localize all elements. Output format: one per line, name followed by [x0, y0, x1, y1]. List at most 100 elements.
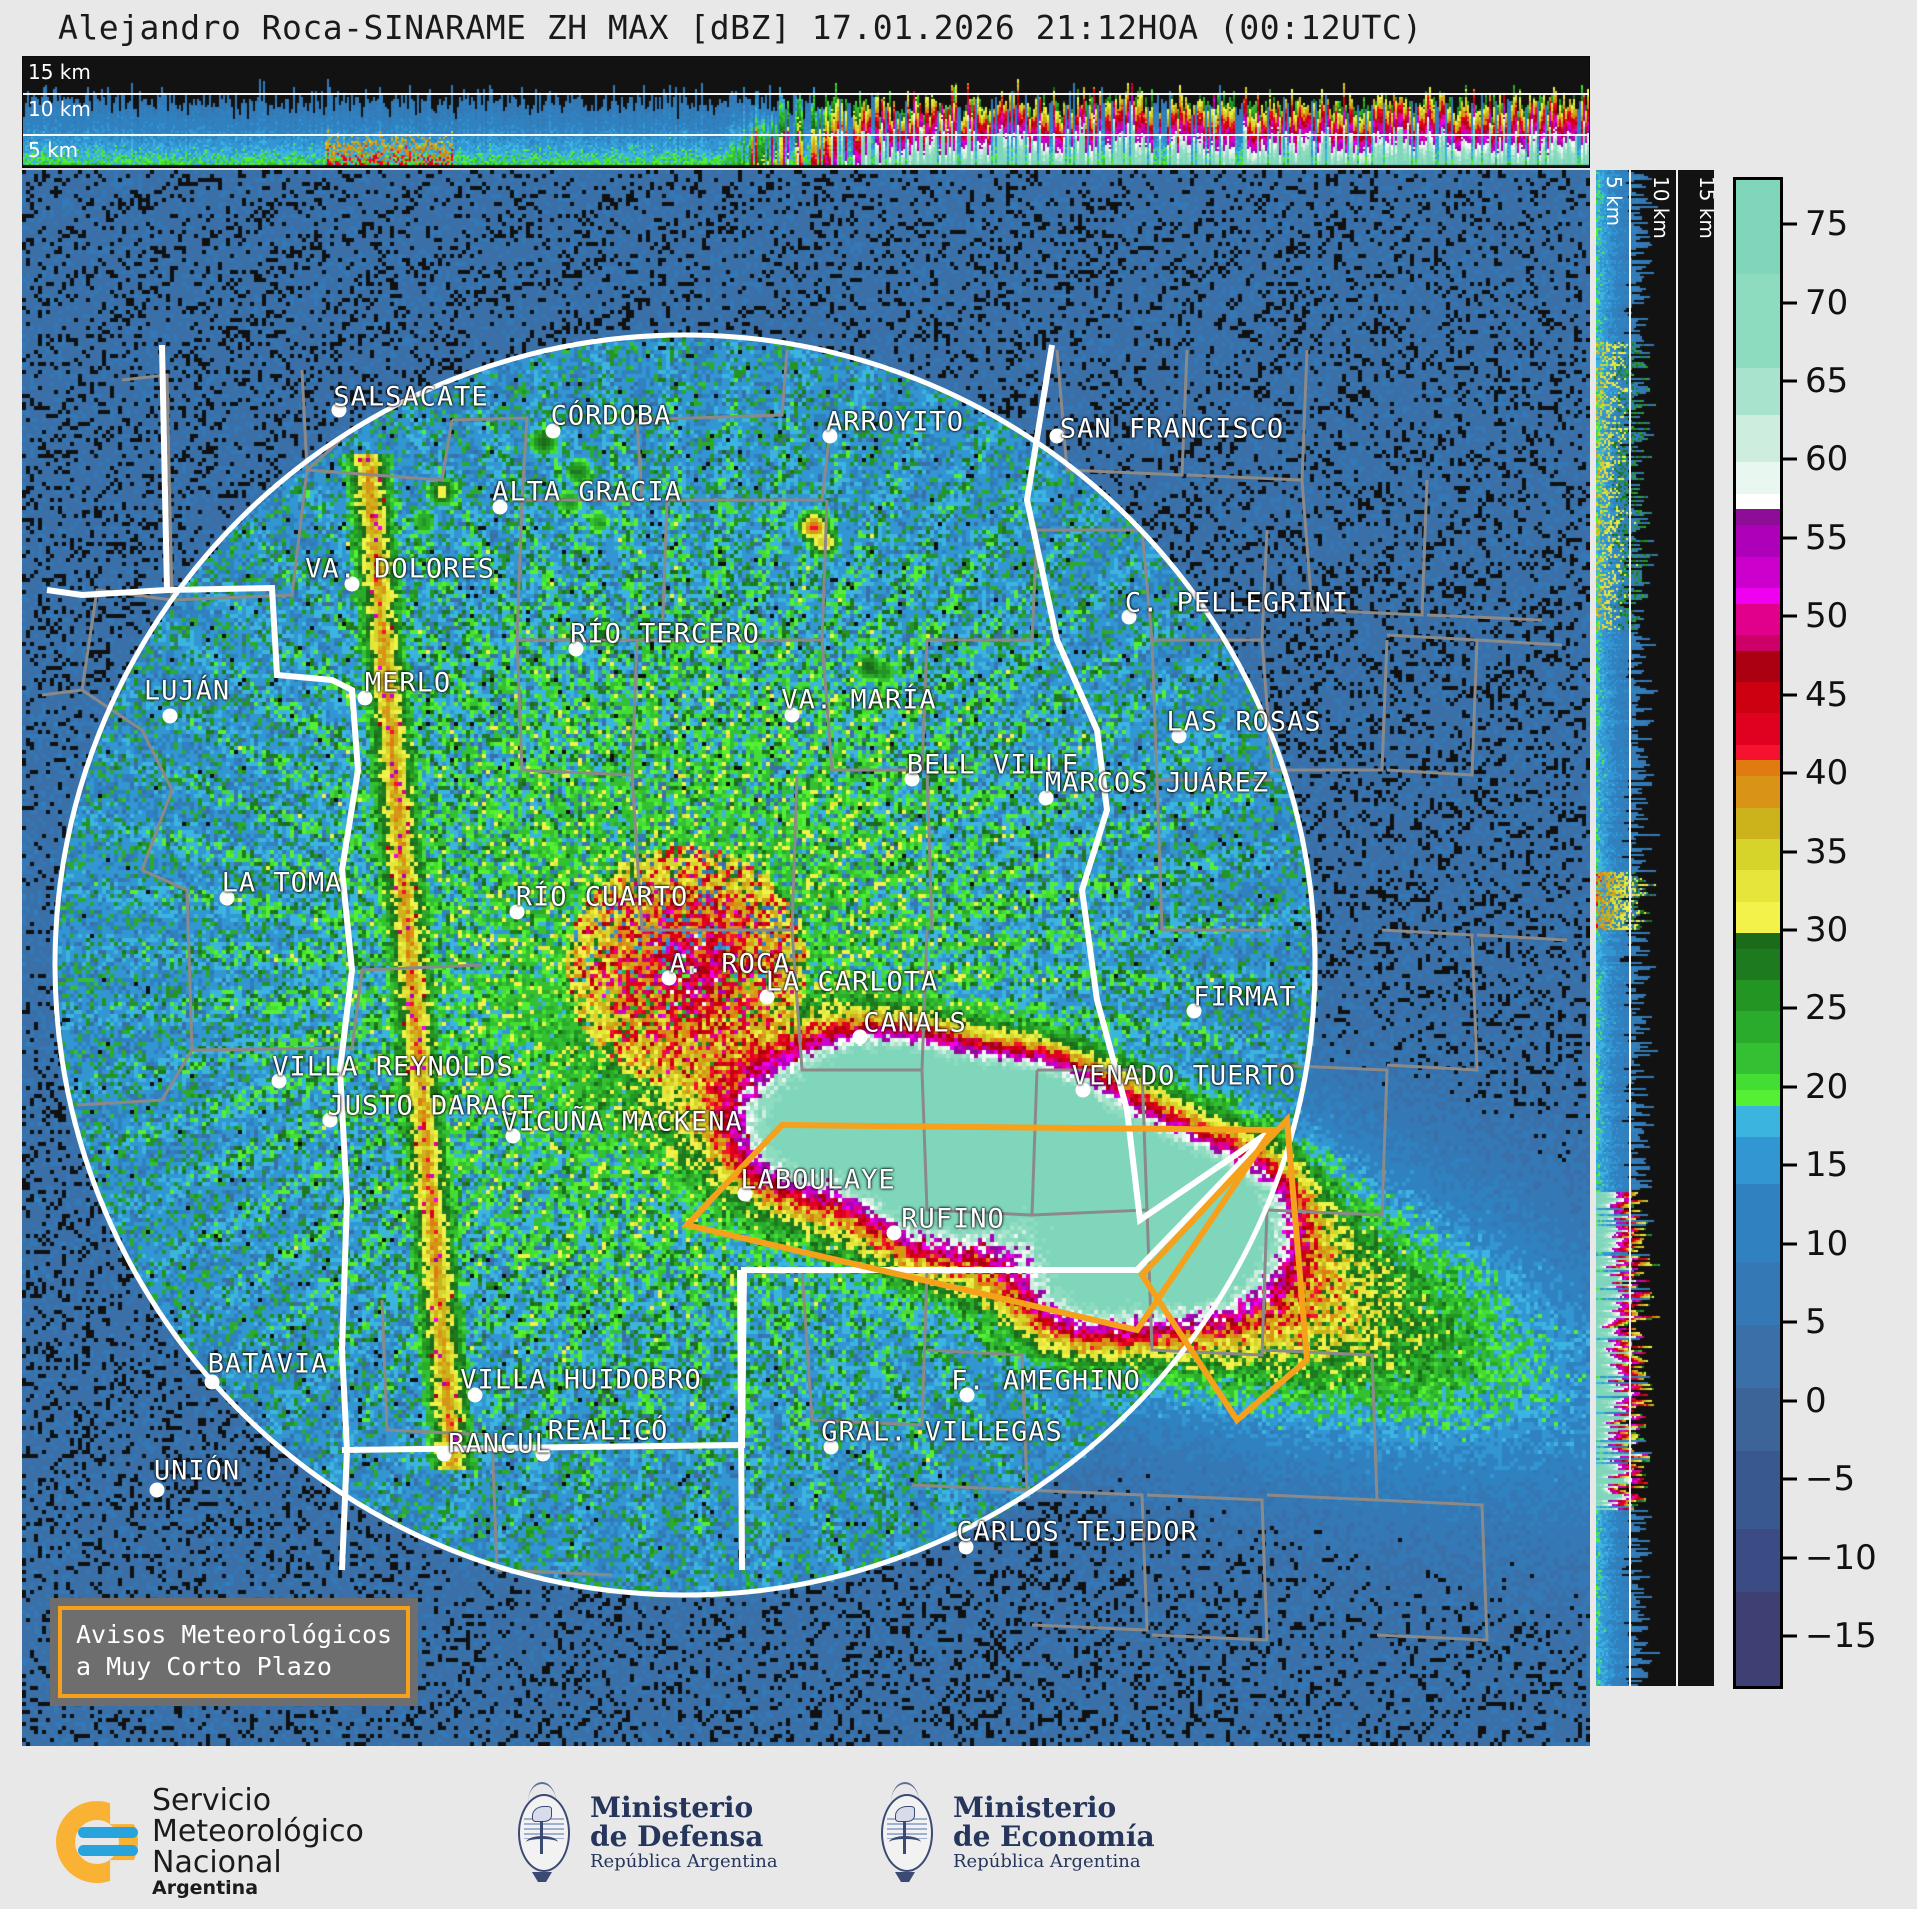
- altitude-line-side-5km: [1629, 170, 1631, 1686]
- defensa-logo-text: Ministerio de Defensa República Argentin…: [590, 1790, 778, 1872]
- city-marker-dot[interactable]: [1186, 1003, 1202, 1019]
- city-label: F. AMEGHINO: [951, 1365, 1141, 1397]
- city-marker-dot[interactable]: [322, 1112, 338, 1128]
- smn-logo-icon: [56, 1801, 138, 1884]
- colorbar-tick-label: −15: [1805, 1615, 1877, 1656]
- city-marker-dot[interactable]: [162, 708, 178, 724]
- colorbar-tick-label: 65: [1805, 360, 1849, 401]
- city-marker-dot[interactable]: [1049, 428, 1065, 444]
- city-marker-dot[interactable]: [204, 1374, 220, 1390]
- colorbar-tick-label: −10: [1805, 1537, 1877, 1578]
- radar-map-panel[interactable]: SALSACATE CÓRDOBA ARROYITO SAN FRANCISCO ALT…: [22, 170, 1590, 1746]
- city-marker-dot[interactable]: [904, 771, 920, 787]
- colorbar-tick-label: 50: [1805, 596, 1849, 637]
- city-label: REALICÓ: [547, 1415, 669, 1447]
- city-marker-dot[interactable]: [467, 1387, 483, 1403]
- colorbar-swatch: [1736, 713, 1780, 745]
- city-label: VENADO TUERTO: [1071, 1060, 1297, 1092]
- defensa-line-1: Ministerio: [590, 1790, 754, 1824]
- colorbar-swatch: [1736, 493, 1780, 510]
- city-marker-dot[interactable]: [661, 970, 677, 986]
- top-alt-label-5km: 5 km: [28, 138, 79, 162]
- city-marker-dot[interactable]: [1075, 1082, 1091, 1098]
- altitude-line-5km: [23, 134, 1589, 136]
- economia-line-3: República Argentina: [953, 1851, 1141, 1873]
- city-label: RÍO TERCERO: [570, 618, 760, 650]
- colorbar-swatch: [1736, 1262, 1780, 1326]
- side-alt-label-5km: 5 km: [1602, 176, 1626, 227]
- city-marker-dot[interactable]: [759, 989, 775, 1005]
- city-marker-dot[interactable]: [509, 904, 525, 920]
- city-marker-dot[interactable]: [149, 1482, 165, 1498]
- city-label: ALTA GRACIA: [492, 476, 682, 508]
- city-label: C. PELLEGRINI: [1124, 587, 1350, 619]
- colorbar-swatch: [1736, 634, 1780, 651]
- city-label: RÍO CUARTO: [515, 881, 689, 913]
- colorbar-tick-label: 55: [1805, 517, 1849, 558]
- colorbar-swatch: [1736, 1105, 1780, 1137]
- colorbar-swatch: [1736, 556, 1780, 588]
- city-marker-dot[interactable]: [568, 641, 584, 657]
- city-marker-dot[interactable]: [886, 1225, 902, 1241]
- city-marker-dot[interactable]: [1121, 609, 1137, 625]
- logo-ministerio-economia: Ministerio de Economía República Argenti…: [875, 1780, 1155, 1884]
- range-ring-outer: [52, 332, 1318, 1598]
- colorbar-swatch: [1736, 870, 1780, 902]
- colorbar-swatch: [1736, 776, 1780, 808]
- city-marker-dot[interactable]: [737, 1186, 753, 1202]
- colorbar-tick: [1783, 1477, 1797, 1481]
- top-cross-section-panel: 15 km 10 km 5 km: [22, 56, 1590, 168]
- city-marker-dot[interactable]: [271, 1073, 287, 1089]
- city-marker-dot[interactable]: [852, 1029, 868, 1045]
- colorbar-swatch: [1736, 682, 1780, 714]
- colorbar-swatch: [1736, 901, 1780, 933]
- city-marker-dot[interactable]: [505, 1128, 521, 1144]
- top-alt-label-15km: 15 km: [28, 60, 91, 84]
- colorbar-tick: [1783, 1242, 1797, 1246]
- economia-line-2: de Economía: [953, 1820, 1155, 1854]
- city-marker-dot[interactable]: [545, 423, 561, 439]
- warning-polygons: [681, 1113, 1311, 1425]
- city-label: VA. MARÍA: [781, 684, 937, 716]
- colorbar-swatch: [1736, 744, 1780, 761]
- city-marker-dot[interactable]: [357, 690, 373, 706]
- colorbar-swatch: [1736, 1529, 1780, 1592]
- city-marker-dot[interactable]: [1171, 728, 1187, 744]
- city-label: CANALS: [863, 1007, 967, 1039]
- colorbar-swatch: [1736, 1136, 1780, 1184]
- city-marker-dot[interactable]: [492, 499, 508, 515]
- city-marker-dot[interactable]: [784, 707, 800, 723]
- warning-legend-line-2: a Muy Corto Plazo: [76, 1652, 332, 1681]
- smn-line-3: Nacional: [152, 1844, 282, 1880]
- map-vector-overlay: [41, 332, 1568, 1642]
- colorbar-swatch: [1736, 807, 1780, 839]
- city-marker-dot[interactable]: [1038, 790, 1054, 806]
- city-marker-dot[interactable]: [958, 1539, 974, 1555]
- city-marker-dot[interactable]: [436, 1446, 452, 1462]
- colorbar-swatch: [1736, 509, 1780, 526]
- city-label: LAS ROSAS: [1166, 706, 1322, 738]
- city-label: UNIÓN: [153, 1455, 241, 1487]
- city-marker-dot[interactable]: [822, 428, 838, 444]
- city-marker-dot[interactable]: [344, 576, 360, 592]
- argentina-coat-of-arms-icon-2: [875, 1780, 935, 1884]
- colorbar-tick: [1783, 1556, 1797, 1559]
- altitude-line-side-10km: [1676, 170, 1678, 1686]
- colorbar-swatch: [1736, 603, 1780, 635]
- colorbar-tick: [1783, 457, 1797, 461]
- altitude-line-10km: [23, 93, 1589, 95]
- defensa-line-2: de Defensa: [590, 1820, 764, 1854]
- smn-logo-text: Servicio Meteorológico Nacional Argentin…: [152, 1785, 364, 1898]
- city-label: SALSACATE: [333, 381, 489, 413]
- city-marker-dot[interactable]: [959, 1387, 975, 1403]
- city-label: BELL VILLE: [906, 749, 1080, 781]
- city-marker-dot[interactable]: [331, 402, 347, 418]
- colorbar-swatch: [1736, 415, 1780, 463]
- colorbar-swatch: [1736, 933, 1780, 949]
- colorbar-tick: [1783, 301, 1797, 304]
- colorbar-tick: [1783, 1085, 1797, 1089]
- city-marker-dot[interactable]: [535, 1446, 551, 1462]
- city-marker-dot[interactable]: [219, 890, 235, 906]
- city-marker-dot[interactable]: [823, 1439, 839, 1455]
